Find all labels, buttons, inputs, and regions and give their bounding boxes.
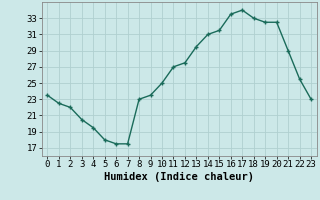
- X-axis label: Humidex (Indice chaleur): Humidex (Indice chaleur): [104, 172, 254, 182]
